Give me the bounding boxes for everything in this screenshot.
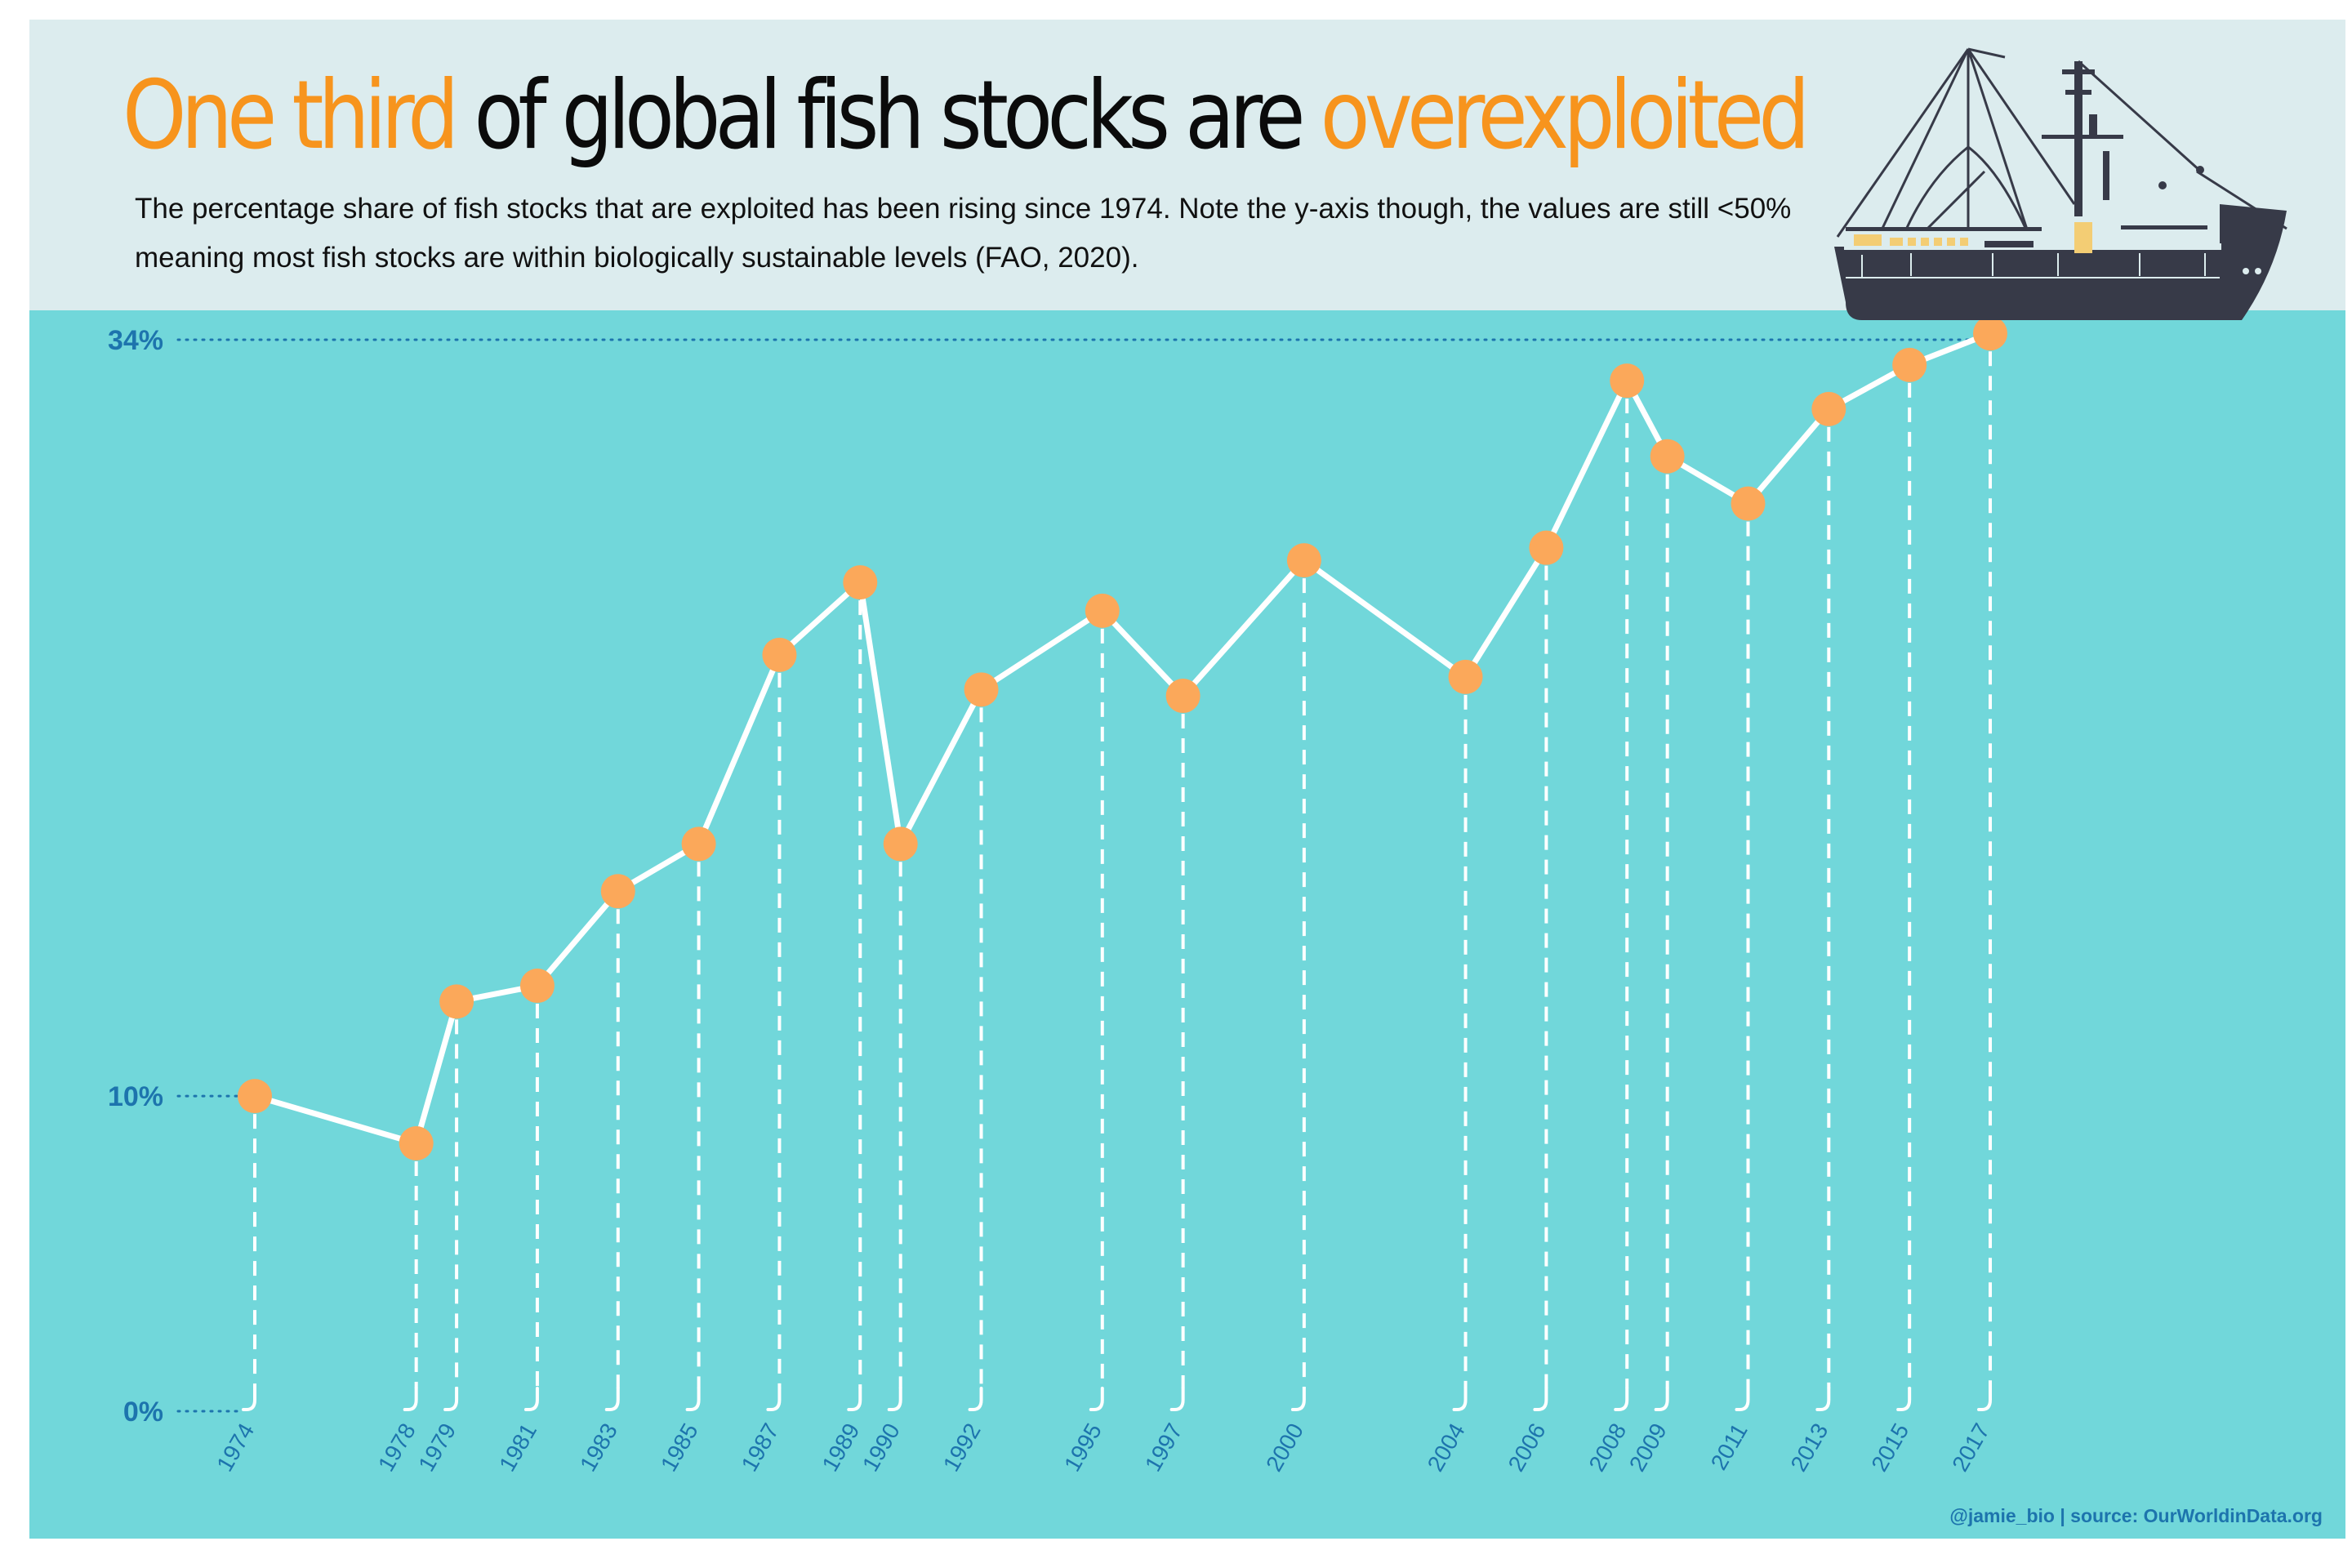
hook-mark <box>1169 1387 1185 1411</box>
hook-mark <box>1815 1387 1831 1411</box>
data-point <box>964 672 999 707</box>
hook-mark <box>523 1387 539 1411</box>
hook-mark <box>1896 1387 1912 1411</box>
x-tick-label: 1985 <box>656 1419 703 1476</box>
x-tick-label: 2015 <box>1866 1419 1913 1476</box>
x-tick-label: 2011 <box>1706 1419 1753 1475</box>
x-tick-label: 2017 <box>1947 1419 1994 1476</box>
data-point <box>1085 593 1120 628</box>
hook-mark <box>1089 1387 1104 1411</box>
data-point <box>1650 439 1685 474</box>
hook-mark <box>1654 1387 1669 1411</box>
title-middle-text: of global fish stocks are <box>453 60 1321 171</box>
hook-mark <box>1533 1387 1548 1411</box>
x-tick-label: 1997 <box>1140 1419 1187 1476</box>
hook-mark <box>968 1387 983 1411</box>
source-credit: @jamie_bio | source: OurWorldinData.org <box>1949 1505 2323 1526</box>
data-point <box>883 826 918 862</box>
hook-mark <box>242 1387 256 1411</box>
hook-mark <box>1452 1387 1468 1411</box>
data-point <box>600 874 635 909</box>
data-point <box>762 637 797 672</box>
data-point <box>1165 679 1200 714</box>
fishing-boat-icon <box>1834 47 2287 320</box>
data-point <box>238 1079 272 1114</box>
y-tick-label: 10% <box>108 1081 163 1112</box>
hook-mark <box>1290 1387 1306 1411</box>
title-highlight-one-third: One third <box>122 60 459 171</box>
data-point <box>439 984 474 1019</box>
x-tick-label: 1983 <box>575 1419 622 1476</box>
data-point <box>1892 347 1927 382</box>
chart-title: One third of global fish stocks are over… <box>122 51 1811 181</box>
x-tick-label: 2006 <box>1503 1419 1551 1476</box>
x-tick-label: 1989 <box>817 1419 864 1476</box>
x-tick-label: 1979 <box>413 1419 461 1476</box>
x-tick-label: 2000 <box>1261 1419 1308 1476</box>
hook-mark <box>685 1387 701 1411</box>
x-tick-label: 2004 <box>1423 1419 1470 1476</box>
hook-mark <box>403 1387 418 1411</box>
data-point <box>1731 486 1766 521</box>
y-tick-label: 0% <box>123 1396 163 1428</box>
x-tick-label: 1987 <box>737 1419 784 1476</box>
hook-mark <box>1735 1387 1750 1411</box>
hook-mark <box>443 1387 459 1411</box>
hook-mark <box>1614 1387 1629 1411</box>
x-tick-label: 1981 <box>494 1419 541 1476</box>
x-tick-label: 2008 <box>1584 1419 1631 1475</box>
x-tick-label: 1992 <box>938 1419 986 1476</box>
data-point <box>1811 391 1846 426</box>
data-point <box>1286 543 1321 578</box>
data-point <box>519 969 555 1004</box>
hook-mark <box>604 1387 620 1411</box>
data-point <box>399 1126 434 1160</box>
hook-mark <box>887 1387 902 1411</box>
x-tick-label: 2009 <box>1624 1419 1672 1476</box>
data-point <box>1448 659 1483 694</box>
y-tick-label: 34% <box>108 325 163 356</box>
hook-mark <box>766 1387 782 1411</box>
data-point <box>843 565 878 600</box>
x-tick-label: 1995 <box>1059 1419 1107 1476</box>
chart-subtitle: The percentage share of fish stocks that… <box>135 193 1792 274</box>
data-point <box>1973 316 2007 351</box>
x-tick-label: 1978 <box>373 1419 421 1476</box>
series-line <box>252 330 1993 1147</box>
hook-mark <box>847 1387 862 1411</box>
x-tick-label: 1974 <box>212 1419 259 1476</box>
title-highlight-overexploited: overexploited <box>1320 60 1811 171</box>
data-point <box>1529 530 1564 565</box>
data-point <box>681 826 716 862</box>
data-point <box>1610 363 1645 399</box>
x-tick-label: 1990 <box>858 1419 905 1476</box>
x-tick-label: 2013 <box>1786 1419 1833 1476</box>
hook-mark <box>1977 1387 1992 1411</box>
